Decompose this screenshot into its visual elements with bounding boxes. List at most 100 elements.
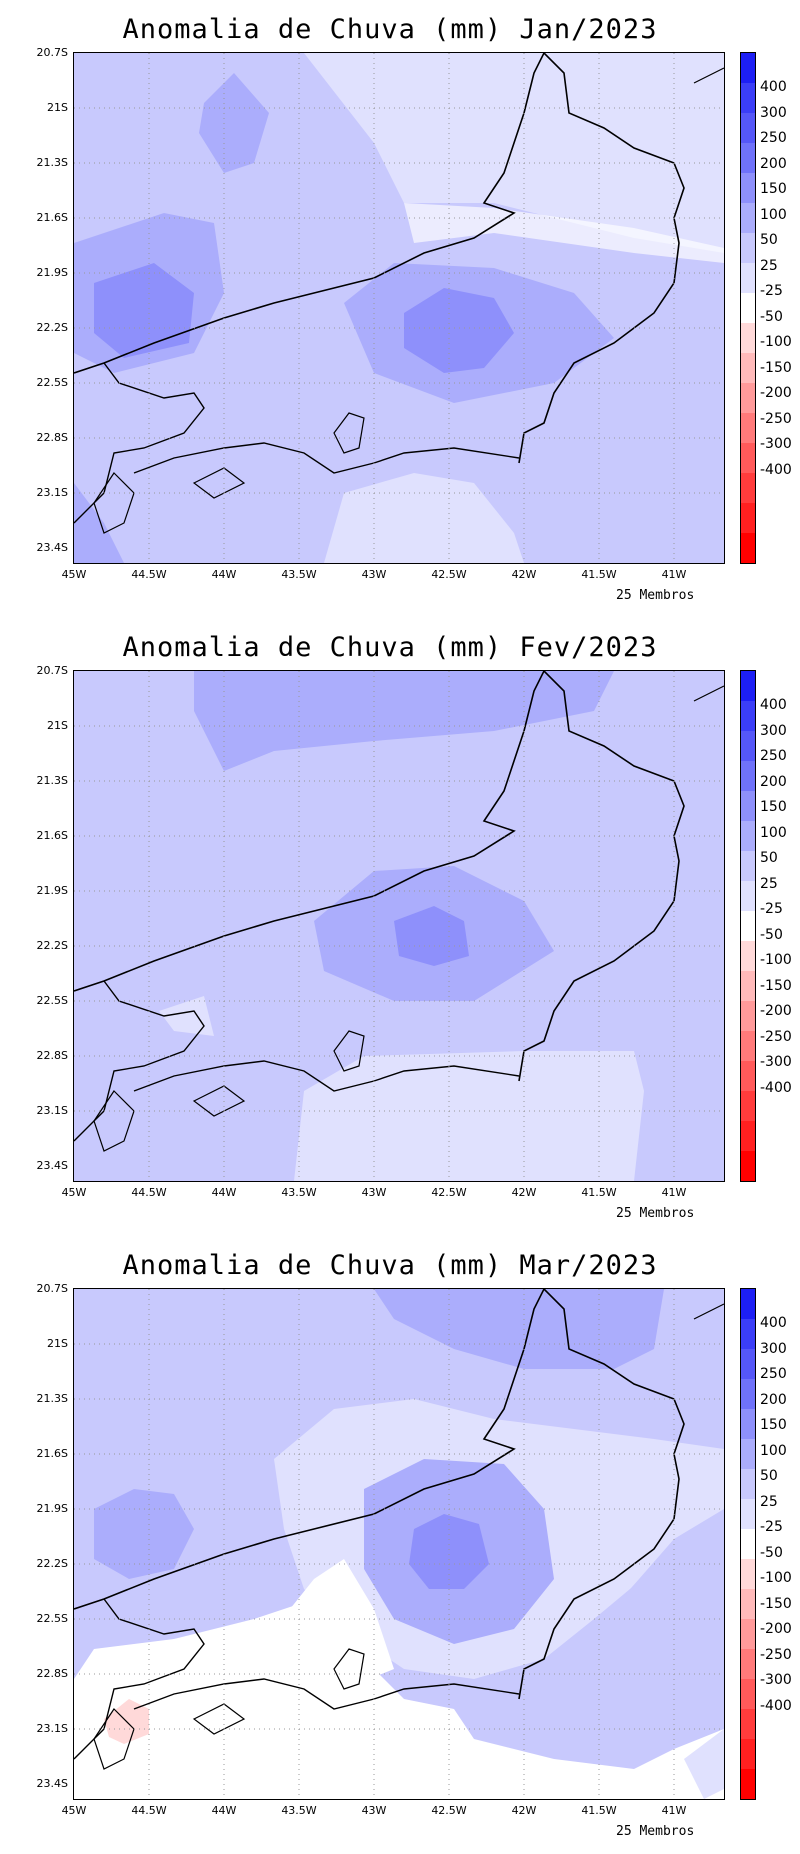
colorbar-label: 300 [760,105,787,121]
y-tick-label: 22.2S [36,939,68,952]
colorbar-label: -300 [760,1054,792,1070]
colorbar-label: 250 [760,1366,787,1382]
colorbar-segment [741,791,755,821]
colorbar-segment [741,1061,755,1091]
colorbar-label: 400 [760,79,787,95]
colorbar-label: 100 [760,207,787,223]
panel-title: Anomalia de Chuva (mm) Fev/2023 [122,632,658,663]
x-tick-label: 44W [211,1804,237,1817]
colorbar-segment [741,851,755,881]
colorbar-segment [741,1031,755,1061]
colorbar-segment [741,203,755,233]
y-tick-label: 21S [47,1337,68,1350]
colorbar-label: 100 [760,1443,787,1459]
x-tick-label: 43W [361,568,387,581]
y-tick-label: 21.3S [36,156,68,169]
colorbar-label: 300 [760,1341,787,1357]
colorbar-label: -50 [760,927,783,943]
rainfall-anomaly-map [73,670,725,1182]
colorbar-label: -200 [760,1003,792,1019]
colorbar-label: 400 [760,1315,787,1331]
colorbar-segment [741,1289,755,1319]
colorbar-label: 300 [760,723,787,739]
y-tick-label: 22.5S [36,376,68,389]
colorbar-segment [741,1091,755,1121]
y-tick-label: 22.2S [36,321,68,334]
colorbar-segment [741,1679,755,1709]
y-tick-label: 23.4S [36,541,68,554]
y-tick-label: 21S [47,719,68,732]
y-tick-label: 21.9S [36,884,68,897]
x-tick-label: 42W [511,1186,537,1199]
colorbar-label: -25 [760,901,783,917]
colorbar-label: -300 [760,1672,792,1688]
colorbar-segment [741,671,755,701]
colorbar-label: -250 [760,1029,792,1045]
colorbar-label: -25 [760,1519,783,1535]
colorbar-label: -100 [760,334,792,350]
colorbar-label: 200 [760,1392,787,1408]
colorbar-segment [741,1559,755,1589]
y-tick-label: 23.4S [36,1777,68,1790]
colorbar-label: -200 [760,385,792,401]
colorbar-label: 200 [760,156,787,172]
x-tick-label: 44W [211,1186,237,1199]
colorbar-label: 250 [760,748,787,764]
colorbar-label: 100 [760,825,787,841]
colorbar-label: 50 [760,232,778,248]
colorbar-segment [741,1469,755,1499]
colorbar-label: -150 [760,1596,792,1612]
y-tick-label: 21.6S [36,1447,68,1460]
colorbar-segment [741,53,755,83]
colorbar-label: 25 [760,876,778,892]
colorbar-segment [741,413,755,443]
y-tick-label: 21.9S [36,1502,68,1515]
colorbar-segment [741,941,755,971]
colorbar-segment [741,1709,755,1739]
y-tick-label: 21.9S [36,266,68,279]
colorbar-segment [741,1499,755,1529]
x-tick-label: 43.5W [281,1804,317,1817]
map-panel-jan: Anomalia de Chuva (mm) Jan/2023 [0,0,800,618]
x-tick-label: 45W [61,1804,87,1817]
colorbar-segment [741,1379,755,1409]
colorbar-segment [741,1349,755,1379]
y-tick-label: 22.5S [36,1612,68,1625]
panel-title: Anomalia de Chuva (mm) Jan/2023 [122,14,658,45]
colorbar-segment [741,1589,755,1619]
colorbar-label: 400 [760,697,787,713]
colorbar-segment [741,383,755,413]
colorbar-label: 250 [760,130,787,146]
y-tick-label: 21S [47,101,68,114]
colorbar-label: 150 [760,799,787,815]
y-tick-label: 23.4S [36,1159,68,1172]
colorbar-segment [741,971,755,1001]
colorbar-label: -100 [760,1570,792,1586]
colorbar-segment [741,1151,755,1181]
x-tick-label: 42.5W [431,1186,467,1199]
y-tick-label: 21.6S [36,211,68,224]
colorbar-label: -250 [760,1647,792,1663]
colorbar-label: -50 [760,309,783,325]
colorbar-segment [741,533,755,563]
y-tick-label: 23.1S [36,1722,68,1735]
y-tick-label: 23.1S [36,1104,68,1117]
colorbar-segment [741,1001,755,1031]
colorbar-label: 200 [760,774,787,790]
colorbar [740,670,756,1182]
x-tick-label: 43.5W [281,568,317,581]
x-tick-label: 41.5W [581,1804,617,1817]
colorbar-segment [741,323,755,353]
x-tick-label: 45W [61,568,87,581]
colorbar-segment [741,1409,755,1439]
y-tick-label: 22.8S [36,1049,68,1062]
y-tick-label: 20.7S [36,46,68,59]
members-footer: 25 Membros [616,1824,695,1839]
colorbar-label: 150 [760,181,787,197]
x-tick-label: 44W [211,568,237,581]
colorbar-segment [741,911,755,941]
x-tick-label: 45W [61,1186,87,1199]
x-tick-label: 42.5W [431,568,467,581]
colorbar-segment [741,473,755,503]
x-tick-label: 43W [361,1804,387,1817]
